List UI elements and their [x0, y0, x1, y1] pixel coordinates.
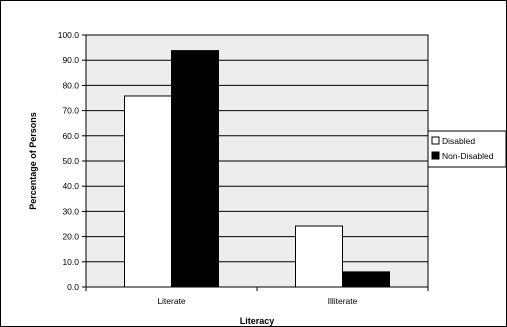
bar-disabled-illiterate [295, 225, 343, 288]
y-tick-label: 0.0 [67, 282, 79, 292]
legend-label-disabled: Disabled [442, 136, 475, 146]
y-tick-label: 90.0 [62, 55, 79, 65]
y-axis-ticks: 0.0 10.0 20.0 30.0 40.0 50.0 60.0 70.0 80.0 90.0 1… [58, 30, 86, 292]
bar-disabled-literate [124, 95, 172, 288]
y-tick-label: 50.0 [62, 156, 79, 166]
y-tick-label: 80.0 [62, 80, 79, 90]
x-tick-label: Literate [157, 296, 186, 306]
y-tick-label: 70.0 [62, 106, 79, 116]
bar-non-disabled-illiterate [342, 271, 390, 288]
bars [124, 50, 390, 288]
y-tick-label: 100.0 [58, 30, 80, 40]
legend-swatch-disabled [431, 136, 440, 145]
bar-non-disabled-literate [171, 50, 219, 288]
y-tick-label: 20.0 [62, 232, 79, 242]
y-tick-label: 40.0 [62, 181, 79, 191]
y-tick-label: 30.0 [62, 206, 79, 216]
x-axis-ticks: Literate Illiterate [85, 287, 429, 306]
y-axis-title: Percentage of Persons [28, 112, 38, 210]
legend: Disabled Non-Disabled [427, 130, 507, 168]
y-tick-label: 60.0 [62, 131, 79, 141]
legend-box [427, 130, 507, 168]
legend-label-non-disabled: Non-Disabled [442, 151, 494, 161]
x-axis-title: Literacy [240, 316, 275, 326]
legend-swatch-non-disabled [431, 151, 440, 160]
x-tick-label: Illiterate [328, 296, 358, 306]
y-tick-label: 10.0 [62, 257, 79, 267]
